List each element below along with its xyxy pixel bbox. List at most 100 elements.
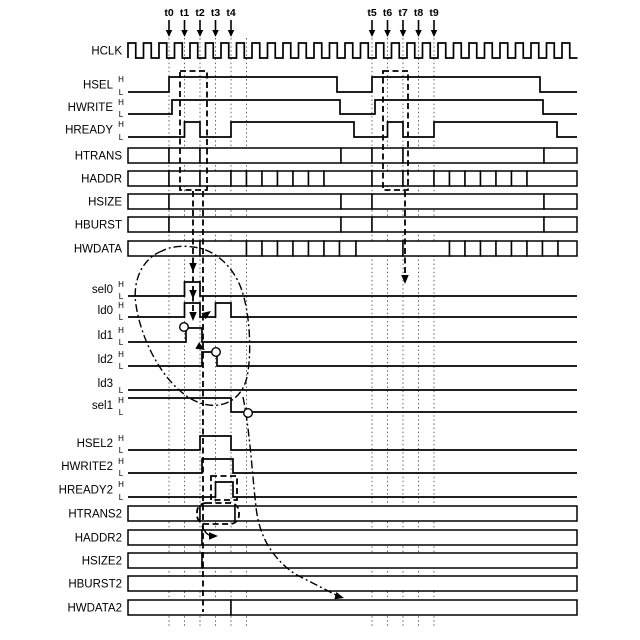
burst1-start-highlight	[179, 70, 208, 191]
signal-row-hsel: HSEL HL	[83, 75, 577, 97]
annotation-arrowhead-icon	[189, 290, 197, 299]
signal-label-hclk: HCLK	[91, 46, 122, 58]
down-arrow-icon	[196, 30, 204, 37]
bus-segment-htrans	[340, 147, 373, 164]
bus-segment-haddr	[433, 170, 451, 187]
bus-segment-haddr	[245, 170, 263, 187]
time-marker-t4: t4	[226, 7, 236, 37]
signal-row-ld2: ld2 HL	[98, 350, 577, 371]
level-l-label: L	[119, 469, 124, 478]
level-l-label: L	[119, 133, 124, 142]
signal-row-sel1: sel1 HL	[92, 396, 577, 417]
bus-segment-haddr	[371, 170, 404, 187]
bus-segment-hwdata	[276, 240, 294, 257]
time-marker-t2: t2	[195, 7, 205, 37]
bus-segment-hsize	[543, 193, 578, 210]
signal-row-sel0: sel0 HL	[92, 280, 577, 301]
bus-segment-hwdata	[448, 240, 466, 257]
signal-label-htrans: HTRANS	[75, 151, 123, 163]
bus-segment-hwdata	[402, 240, 451, 257]
bus-segment-haddr2	[127, 529, 203, 546]
signal-label-hsize: HSIZE	[88, 197, 122, 209]
level-h-label: H	[118, 434, 124, 443]
down-arrow-icon	[368, 30, 376, 37]
waveform-ld1	[128, 327, 577, 343]
down-arrow-icon	[165, 30, 173, 37]
level-h-label: H	[118, 280, 124, 289]
bus-segment-hsize	[168, 193, 342, 210]
level-l-label: L	[119, 493, 124, 502]
bus-segment-haddr	[464, 170, 482, 187]
signal-label-hwrite2: HWRITE2	[61, 461, 113, 473]
annotation-arrowhead-icon	[189, 263, 197, 272]
bus-segment-hwdata	[245, 240, 263, 257]
down-arrow-icon	[227, 30, 235, 37]
signal-label-hready2: HREADY2	[59, 485, 113, 497]
signal-label-hwrite: HWRITE	[68, 102, 114, 114]
signal-label-haddr2: HADDR2	[75, 533, 122, 545]
bus-segment-haddr2	[201, 529, 578, 546]
bus-segment-hwdata	[479, 240, 497, 257]
waveform-hready2	[128, 481, 577, 498]
down-arrow-icon	[430, 30, 438, 37]
bus-segment-hwdata2	[230, 599, 578, 616]
level-l-label: L	[119, 446, 124, 455]
time-markers: t0 t1 t2 t3 t4 t5 t6 t7 t8 t9	[164, 7, 439, 37]
bus-segment-hwdata	[199, 240, 248, 257]
signal-label-sel0: sel0	[92, 284, 113, 296]
bus-segment-hsize	[371, 193, 545, 210]
bus-segment-htrans2	[234, 505, 578, 522]
signal-row-hsel2: HSEL2 HL	[77, 434, 577, 455]
bus-segment-haddr	[323, 170, 373, 187]
signal-label-hburst2: HBURST2	[68, 579, 122, 591]
signal-row-ld0: ld0 HL	[98, 301, 577, 322]
level-h-label: H	[118, 75, 124, 84]
bus-segment-hwdata	[355, 240, 404, 257]
level-h-label: H	[118, 457, 124, 466]
signal-label-ld2: ld2	[98, 354, 113, 366]
waveform-hwrite2	[128, 458, 577, 474]
connection-point-circle	[210, 347, 221, 358]
bus-segment-htrans	[543, 147, 578, 164]
bus-segment-hwdata	[541, 240, 559, 257]
signal-row-ld3: ld3 L	[98, 378, 577, 395]
level-h-label: H	[118, 120, 124, 129]
time-marker-label: t6	[383, 7, 392, 19]
time-marker-label: t0	[164, 7, 173, 19]
bus-segment-haddr	[448, 170, 466, 187]
connection-point-circle	[178, 322, 189, 333]
time-marker-label: t8	[414, 7, 423, 19]
bus-segment-haddr	[276, 170, 294, 187]
bus-segment-htrans	[199, 147, 342, 164]
down-arrow-icon	[212, 30, 219, 37]
signal-label-hsize2: HSIZE2	[82, 556, 122, 568]
signal-label-hsel: HSEL	[83, 80, 114, 92]
time-marker-t0: t0	[164, 7, 174, 37]
level-l-label: L	[119, 408, 124, 417]
bus-segment-haddr	[127, 170, 170, 187]
time-marker-label: t9	[429, 7, 438, 19]
signal-label-ld3: ld3	[98, 378, 113, 390]
signal-row-hready: HREADY HL	[65, 120, 577, 142]
signal-label-ld0: ld0	[98, 305, 113, 317]
bus-segment-htrans	[371, 147, 404, 164]
hready2-pulse-highlight	[210, 475, 238, 501]
annotation-arrowhead-icon	[401, 275, 409, 284]
level-h-label: H	[118, 326, 124, 335]
bus-segment-hwdata	[323, 240, 341, 257]
time-marker-t9: t9	[429, 7, 439, 37]
bus-segment-hsize2	[127, 552, 203, 569]
bus-segment-htrans	[127, 147, 170, 164]
bus-segment-hwdata	[127, 240, 201, 257]
level-l-label: L	[119, 338, 124, 347]
level-h-label: H	[118, 396, 124, 405]
signal-label-sel1: sel1	[92, 400, 113, 412]
burst2-start-highlight	[382, 70, 409, 191]
down-arrow-icon	[415, 30, 422, 37]
bus-segment-hwdata2	[127, 599, 232, 616]
waveform-hready	[128, 121, 577, 138]
bus-segment-hburst	[127, 216, 170, 233]
time-marker-label: t2	[195, 7, 204, 19]
